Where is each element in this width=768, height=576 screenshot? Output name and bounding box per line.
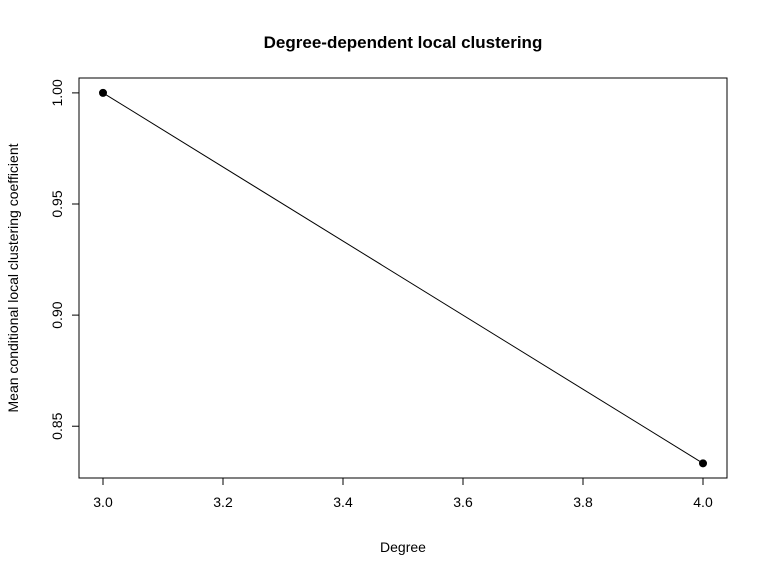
chart-title: Degree-dependent local clustering — [264, 33, 543, 52]
y-tick-label: 0.85 — [49, 412, 65, 439]
y-tick-label: 0.95 — [49, 190, 65, 217]
x-axis-label: Degree — [380, 539, 426, 555]
y-axis: 0.85 0.90 0.95 1.00 — [49, 79, 80, 440]
x-tick-label: 3.0 — [93, 494, 113, 510]
y-tick-label: 0.90 — [49, 301, 65, 328]
data-point — [699, 459, 707, 468]
x-tick-label: 3.8 — [573, 494, 593, 510]
x-tick-label: 4.0 — [693, 494, 713, 510]
y-tick-label: 1.00 — [49, 79, 65, 106]
x-tick-label: 3.6 — [453, 494, 473, 510]
y-axis-label: Mean conditional local clustering coeffi… — [5, 143, 21, 412]
x-tick-label: 3.2 — [213, 494, 233, 510]
data-point — [99, 88, 107, 97]
series-line — [102, 92, 704, 464]
x-axis: 3.0 3.2 3.4 3.6 3.8 4.0 — [93, 477, 713, 510]
plot-area — [99, 88, 707, 468]
x-tick-label: 3.4 — [333, 494, 353, 510]
